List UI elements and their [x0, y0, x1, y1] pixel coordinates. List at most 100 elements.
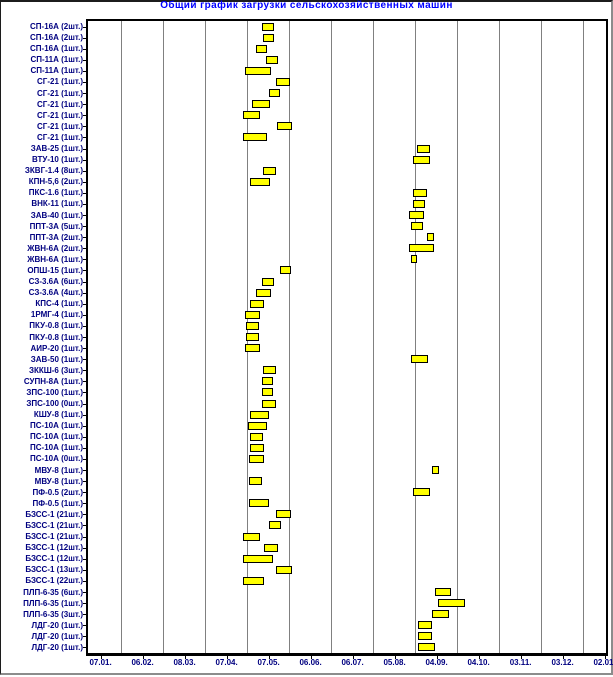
y-axis-tick — [83, 248, 87, 250]
gantt-bar[interactable] — [250, 443, 265, 452]
y-axis-label: ЖВН-6А (2шт.) — [27, 243, 83, 253]
gantt-bar[interactable] — [247, 421, 268, 430]
gantt-bar[interactable] — [268, 521, 282, 530]
y-axis-tick — [83, 292, 87, 294]
y-axis-label: ППТ-3А (5шт.) — [29, 221, 83, 231]
x-axis-tick — [352, 656, 354, 659]
gantt-bar[interactable] — [263, 366, 276, 375]
gantt-bar[interactable] — [432, 610, 450, 619]
gantt-bar[interactable] — [249, 499, 269, 508]
gantt-bar[interactable] — [277, 122, 293, 131]
y-axis-tick — [83, 381, 87, 383]
gantt-bar[interactable] — [418, 632, 433, 641]
y-axis-tick — [83, 514, 87, 516]
gantt-bar[interactable] — [412, 188, 427, 197]
gantt-bar[interactable] — [261, 22, 275, 31]
gantt-bar[interactable] — [411, 222, 423, 231]
y-axis-label: ПС-10А (1шт.) — [30, 432, 83, 442]
gantt-bar[interactable] — [243, 554, 273, 563]
gantt-bar[interactable] — [250, 432, 263, 441]
gantt-bar[interactable] — [426, 233, 434, 242]
y-axis-label: ЗПС-100 (1шт.) — [26, 387, 83, 397]
gantt-bar[interactable] — [432, 466, 440, 475]
gridline — [331, 21, 333, 653]
chart-title: Общий график загрузки сельскохозяйственн… — [160, 0, 453, 11]
gantt-bar[interactable] — [251, 100, 270, 109]
y-axis-tick — [83, 192, 87, 194]
y-axis-tick — [83, 348, 87, 350]
x-axis-label: 08.03. — [173, 658, 196, 667]
gridline — [457, 21, 459, 653]
gantt-bar[interactable] — [275, 510, 291, 519]
gantt-bar[interactable] — [261, 277, 275, 286]
gantt-bar[interactable] — [243, 133, 268, 142]
gantt-bar[interactable] — [243, 111, 261, 120]
y-axis-tick — [83, 26, 87, 28]
y-axis-tick — [83, 414, 87, 416]
y-axis-tick — [83, 170, 87, 172]
gantt-bar[interactable] — [250, 410, 269, 419]
gantt-bar[interactable] — [435, 588, 451, 597]
y-axis-tick — [83, 503, 87, 505]
y-axis-label: КШУ-8 (1шт.) — [33, 410, 83, 420]
gantt-bar[interactable] — [244, 66, 272, 75]
gantt-bar[interactable] — [250, 299, 265, 308]
y-axis-label: СГ-21 (1шт.) — [37, 132, 83, 142]
gantt-bar[interactable] — [418, 643, 436, 652]
y-axis-tick — [83, 337, 87, 338]
y-axis-tick — [83, 48, 87, 50]
y-axis-tick — [83, 370, 87, 372]
y-axis-label: КПС-4 (1шт.) — [35, 299, 83, 309]
gantt-bar[interactable] — [243, 576, 265, 585]
y-axis-tick — [83, 325, 87, 327]
gantt-bar[interactable] — [243, 532, 261, 541]
gantt-bar[interactable] — [244, 310, 261, 319]
gantt-bar[interactable] — [261, 399, 276, 408]
y-axis-label: СУПН-8А (1шт.) — [23, 376, 83, 386]
gantt-bar[interactable] — [275, 77, 290, 86]
y-axis-label: СП-16А (1шт.) — [30, 44, 83, 54]
gantt-bar[interactable] — [268, 89, 280, 98]
gantt-bar[interactable] — [244, 344, 261, 353]
gantt-bar[interactable] — [279, 266, 291, 275]
y-axis-label: ВТУ-10 (1шт.) — [31, 155, 83, 165]
gantt-bar[interactable] — [412, 488, 430, 497]
y-axis-label: МВУ-8 (1шт.) — [34, 465, 83, 475]
gantt-bar[interactable] — [246, 333, 259, 341]
gantt-bar[interactable] — [263, 33, 275, 42]
y-axis-label: СЗ-3.6А (4шт.) — [28, 288, 83, 298]
y-axis-tick — [83, 314, 87, 316]
y-axis-tick — [83, 215, 87, 217]
gantt-bar[interactable] — [408, 211, 424, 220]
gantt-bar[interactable] — [256, 288, 272, 297]
y-axis-label: ПЛП-6-35 (6шт.) — [23, 587, 83, 597]
gantt-bar[interactable] — [261, 388, 273, 397]
gantt-bar[interactable] — [249, 477, 262, 486]
gantt-bar[interactable] — [417, 144, 430, 153]
gantt-bar[interactable] — [412, 199, 426, 208]
y-axis-label: ПКС-1.6 (1шт.) — [28, 188, 83, 198]
gantt-bar[interactable] — [256, 44, 268, 53]
gantt-bar[interactable] — [264, 543, 279, 552]
gantt-bar[interactable] — [408, 244, 434, 253]
gantt-bar[interactable] — [412, 155, 430, 164]
gantt-bar[interactable] — [411, 355, 429, 364]
x-axis-tick — [562, 656, 564, 659]
gantt-bar[interactable] — [418, 621, 433, 630]
y-axis-label: СП-11А (1шт.) — [30, 66, 83, 76]
gantt-bar[interactable] — [246, 321, 259, 330]
y-axis-label: ЗАВ-25 (1шт.) — [30, 144, 83, 153]
y-axis-tick — [83, 259, 87, 261]
gantt-bar[interactable] — [261, 377, 273, 386]
gantt-bar[interactable] — [249, 454, 265, 463]
gantt-bar[interactable] — [265, 55, 279, 64]
y-axis-tick — [83, 592, 87, 594]
y-axis-tick — [83, 93, 87, 95]
gantt-bar[interactable] — [250, 177, 270, 186]
gantt-bar[interactable] — [275, 565, 293, 574]
gantt-bar[interactable] — [411, 255, 417, 264]
gridline — [289, 21, 291, 653]
gantt-bar[interactable] — [263, 166, 276, 175]
gantt-bar[interactable] — [438, 599, 465, 608]
y-axis-label: ЗАВ-50 (1шт.) — [30, 354, 83, 364]
